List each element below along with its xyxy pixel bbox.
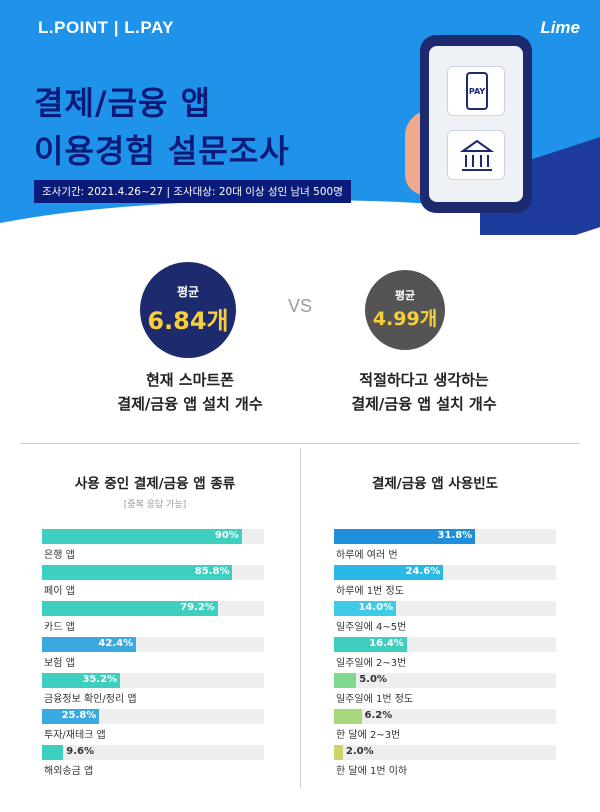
avg-installed-description: 현재 스마트폰 결제/금융 앱 설치 개수	[92, 368, 288, 416]
usage-frequency-chart-title: 결제/금융 앱 사용빈도	[371, 476, 499, 492]
desc-line: 현재 스마트폰	[145, 371, 235, 389]
frequency-value-label: 5.0%	[359, 674, 387, 685]
vs-label: VS	[288, 296, 313, 316]
frequency-value-label: 14.0%	[358, 602, 394, 613]
app-type-value-label: 9.6%	[66, 746, 95, 757]
avg-installed-circle: 평균 6.84개	[140, 262, 236, 358]
section-divider	[20, 443, 580, 444]
app-type-value-label: 42.4%	[98, 638, 134, 649]
desc-line: 결제/금융 앱 설치 개수	[351, 395, 497, 413]
avg-ideal-description: 적절하다고 생각하는 결제/금융 앱 설치 개수	[318, 368, 530, 416]
app-type-bar	[42, 637, 137, 652]
app-type-bar	[42, 529, 242, 544]
app-type-category-label: 은행 앱	[44, 550, 75, 561]
app-types-chart-title: 사용 중인 결제/금융 앱 종류	[74, 476, 236, 492]
app-type-bar	[42, 709, 100, 724]
app-type-value-label: 79.2%	[180, 602, 215, 613]
phone-illustration: PAY	[420, 35, 532, 213]
frequency-value-label: 16.4%	[369, 638, 404, 649]
brand-logo: L.POINT | L.PAY	[38, 18, 174, 37]
frequency-category-label: 일주일에 1번 정도	[336, 694, 414, 705]
desc-line: 결제/금융 앱 설치 개수	[117, 395, 263, 413]
frequency-bar	[334, 637, 407, 652]
column-divider	[300, 448, 301, 788]
frequency-category-label: 일주일에 2~3번	[336, 658, 407, 669]
avg-installed-label: 평균	[176, 285, 200, 299]
app-type-category-label: 페이 앱	[44, 586, 75, 597]
avg-ideal-value: 4.99개	[372, 308, 438, 330]
app-type-category-label: 해외송금 앱	[44, 766, 94, 777]
app-type-bar	[42, 601, 218, 616]
app-type-value-label: 90%	[214, 530, 239, 541]
app-type-category-label: 금융정보 확인/정리 앱	[44, 694, 137, 705]
app-type-bar	[42, 673, 121, 688]
frequency-bar	[334, 565, 444, 580]
phone-screen: PAY	[429, 46, 523, 202]
app-type-bar	[42, 565, 233, 580]
frequency-bar	[334, 673, 357, 688]
frequency-bar	[334, 745, 343, 760]
frequency-bar	[334, 529, 476, 544]
frequency-category-label: 일주일에 4~5번	[336, 622, 407, 633]
avg-ideal-circle: 평균 4.99개	[365, 270, 445, 350]
app-type-value-label: 85.8%	[194, 566, 230, 577]
frequency-bar	[334, 709, 362, 724]
desc-line: 적절하다고 생각하는	[359, 371, 489, 389]
frequency-category-label: 한 달에 2~3번	[336, 730, 401, 741]
avg-ideal-label: 평균	[394, 289, 416, 302]
header-banner: L.POINT | L.PAY Lime 결제/금융 앱 이용경험 설문조사 조…	[0, 0, 600, 235]
app-type-bar-track	[42, 745, 264, 760]
frequency-bar-track	[334, 745, 556, 760]
page-title-line2: 이용경험 설문조사	[34, 132, 290, 170]
page-title-line1: 결제/금융 앱	[34, 84, 212, 122]
app-type-category-label: 투자/재테크 앱	[44, 730, 106, 741]
bank-icon	[447, 130, 505, 180]
frequency-category-label: 한 달에 1번 이하	[336, 766, 408, 777]
app-types-chart-subtitle: [중복 응답 가능]	[123, 500, 187, 510]
frequency-bar	[334, 601, 397, 616]
frequency-category-label: 하루에 1번 정도	[336, 586, 404, 597]
app-type-category-label: 보험 앱	[44, 658, 75, 669]
frequency-value-label: 24.6%	[405, 566, 441, 577]
avg-installed-value: 6.84개	[147, 307, 229, 335]
frequency-value-label: 31.8%	[437, 530, 473, 541]
pay-label: PAY	[469, 87, 486, 96]
frequency-value-label: 6.2%	[364, 710, 393, 721]
app-type-value-label: 35.2%	[82, 674, 118, 685]
frequency-bar-track	[334, 673, 556, 688]
pay-card-icon: PAY	[447, 66, 505, 116]
survey-info: 조사기간: 2021.4.26~27 | 조사대상: 20대 이상 성인 남녀 …	[34, 180, 351, 203]
app-type-value-label: 25.8%	[61, 710, 97, 721]
frequency-category-label: 하루에 여러 번	[336, 550, 398, 561]
app-type-bar	[42, 745, 64, 760]
app-type-category-label: 카드 앱	[44, 622, 75, 633]
frequency-bar-track	[334, 709, 556, 724]
lime-logo: Lime	[540, 18, 580, 37]
frequency-value-label: 2.0%	[345, 746, 374, 757]
